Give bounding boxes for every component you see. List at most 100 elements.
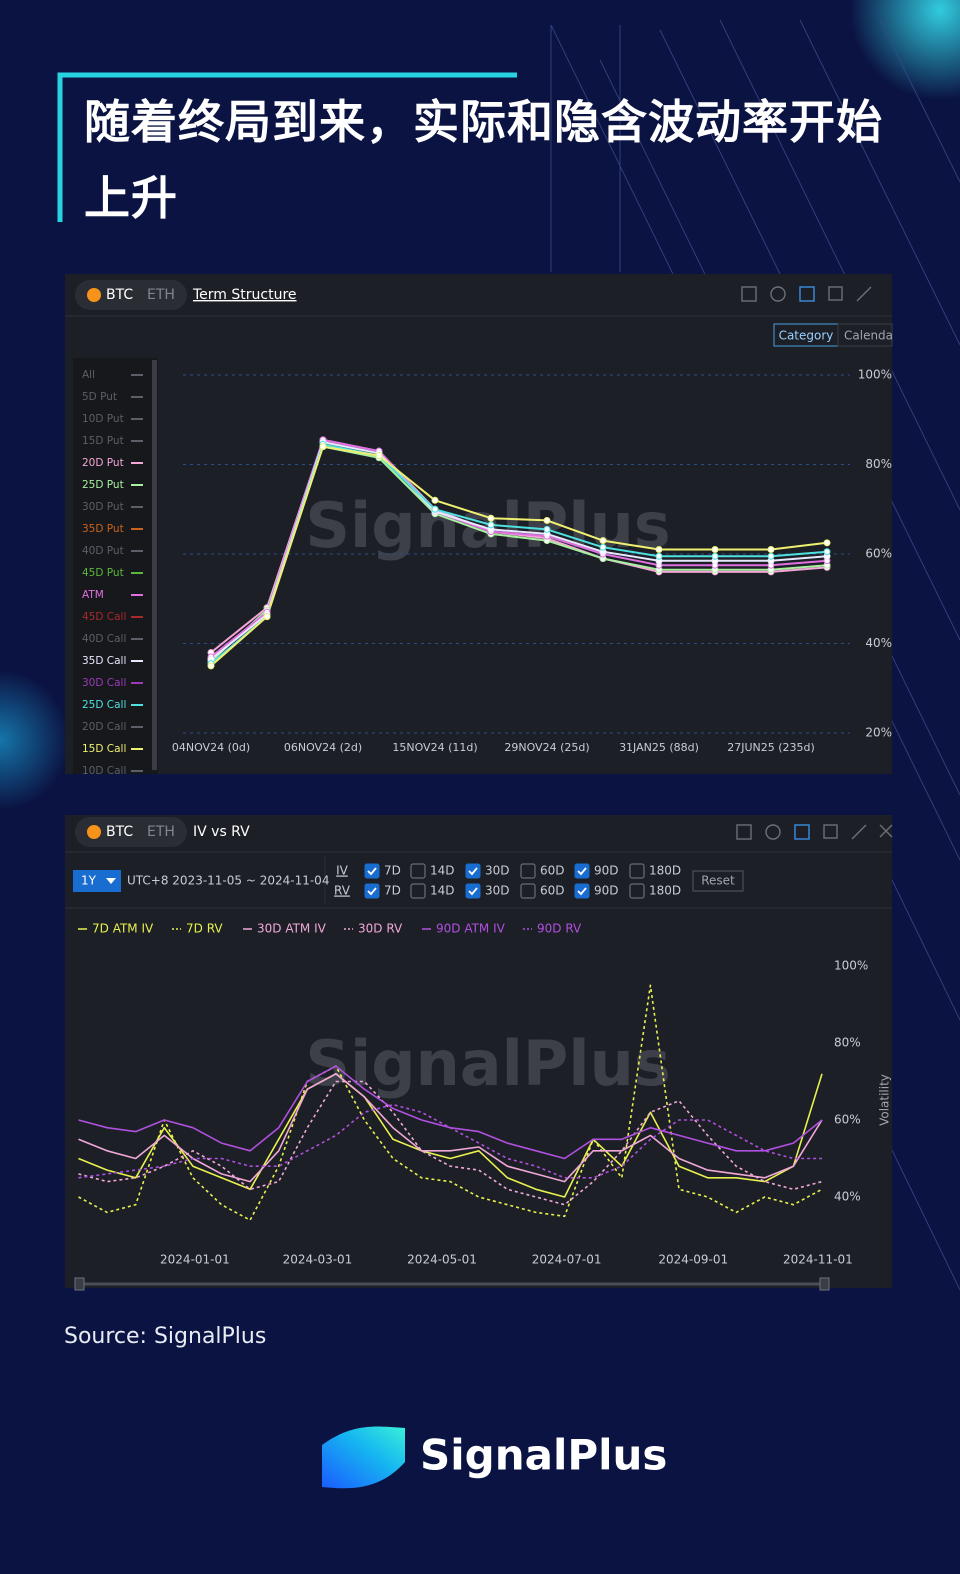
x-tick-label: 29NOV24 (25d) [504, 741, 589, 754]
option-label[interactable]: 60D [540, 884, 565, 898]
filter-label[interactable]: 35D Call [82, 655, 126, 667]
tab[interactable]: BTC [106, 287, 133, 303]
filter-label[interactable]: All [82, 369, 95, 381]
y-tick-label: 60% [834, 1113, 861, 1127]
legend-label[interactable]: 7D RV [186, 922, 223, 936]
filter-label[interactable]: 45D Put [82, 567, 124, 579]
option-label[interactable]: 7D [384, 864, 401, 878]
option-label[interactable]: 14D [430, 864, 455, 878]
x-tick-label: 27JUN25 (235d) [727, 741, 815, 754]
series-line [78, 984, 823, 1221]
checkmark [468, 867, 478, 876]
checkbox[interactable] [364, 883, 380, 899]
checkbox[interactable] [520, 883, 536, 899]
view-title[interactable]: Term Structure [192, 287, 297, 303]
mode-label[interactable]: Category [779, 329, 834, 343]
marker [431, 505, 439, 513]
marker [431, 496, 439, 504]
checkmark [367, 867, 377, 876]
checkbox[interactable] [520, 863, 536, 879]
series-line [78, 1073, 823, 1183]
filter-label[interactable]: 30D Call [82, 677, 126, 689]
legend-label[interactable]: 30D RV [358, 922, 403, 936]
y-tick-label: 60% [865, 547, 892, 561]
toolbar-icons [741, 286, 872, 302]
checkbox[interactable] [629, 863, 645, 879]
filter-label[interactable]: 20D Call [82, 721, 126, 733]
scroll-handle[interactable] [819, 1277, 830, 1291]
checkbox[interactable] [410, 883, 426, 899]
filter-list: All 5D Put 10D Put 15D Put 20D Put 25D Put 30D… [82, 369, 143, 777]
option-label[interactable]: 180D [649, 884, 681, 898]
filter-label[interactable]: 25D Call [82, 699, 126, 711]
mode-button[interactable] [837, 323, 893, 347]
option-label[interactable]: 180D [649, 864, 681, 878]
checkbox[interactable] [410, 863, 426, 879]
mode-label[interactable]: Calenda [844, 329, 893, 343]
y-tick-label: 40% [834, 1190, 861, 1204]
series-line [78, 1103, 822, 1179]
option-label[interactable]: 30D [485, 884, 510, 898]
filter-label[interactable]: 35D Put [82, 523, 124, 535]
legend-label[interactable]: 7D ATM IV [92, 922, 154, 936]
accent-bar [57, 72, 517, 222]
filter-label[interactable]: ATM [82, 589, 104, 601]
checkbox[interactable] [465, 863, 481, 879]
view-title[interactable]: IV vs RV [193, 824, 250, 840]
filter-label[interactable]: 40D Call [82, 633, 126, 645]
marker [655, 552, 663, 560]
filter-label[interactable]: 40D Put [82, 545, 124, 557]
filter-label[interactable]: 45D Call [82, 611, 126, 623]
reset-label[interactable]: Reset [701, 874, 735, 888]
filter-label[interactable]: 10D Put [82, 413, 124, 425]
filter-label[interactable]: 30D Put [82, 501, 124, 513]
y-tick-label: 20% [865, 726, 892, 740]
charts: 20% 40% 60% 80% 100% 04NOV24 (0d) 06NOV24 (2d)… [78, 368, 892, 1267]
range-label[interactable]: 1Y [81, 874, 97, 888]
option-label[interactable]: 30D [485, 864, 510, 878]
filter-label[interactable]: 5D Put [82, 391, 117, 403]
tab[interactable]: BTC [106, 824, 133, 840]
range-select[interactable] [73, 870, 121, 892]
reset-button[interactable] [692, 870, 744, 892]
filter-label[interactable]: 20D Put [82, 457, 124, 469]
filter-label[interactable]: 15D Call [82, 743, 126, 755]
series-line [78, 1073, 823, 1198]
logo-text: SignalPlus [420, 1431, 667, 1480]
glow [850, 0, 960, 100]
marker [599, 537, 607, 545]
marker [599, 543, 607, 551]
filter-label[interactable]: 25D Put [82, 479, 124, 491]
legend-label[interactable]: 30D ATM IV [257, 922, 327, 936]
y-axis-label: Volatility [878, 1074, 892, 1126]
headline: 随着终局到来，实际和隐含波动率开始上升 [84, 95, 883, 225]
date-range: UTC+8 2023-11-05 ~ 2024-11-04 [127, 874, 329, 888]
legend-label[interactable]: 90D ATM IV [436, 922, 506, 936]
filter-label[interactable]: 15D Put [82, 435, 124, 447]
x-tick-label: 2024-09-01 [658, 1253, 728, 1267]
legend-label[interactable]: 90D RV [537, 922, 582, 936]
scroll-handle[interactable] [74, 1277, 85, 1291]
x-tick-label: 2024-01-01 [160, 1253, 230, 1267]
marker [767, 546, 775, 554]
tab[interactable]: ETH [147, 287, 175, 303]
option-label[interactable]: 14D [430, 884, 455, 898]
x-tick-label: 15NOV24 (11d) [392, 741, 477, 754]
option-label[interactable]: 90D [594, 864, 619, 878]
toolbar-icons [736, 824, 893, 840]
option-label[interactable]: 7D [384, 884, 401, 898]
checkbox[interactable] [629, 883, 645, 899]
marker [711, 546, 719, 554]
checkmark [577, 867, 587, 876]
series-line [78, 1080, 823, 1206]
checkbox[interactable] [364, 863, 380, 879]
checkbox[interactable] [574, 863, 590, 879]
tab[interactable]: ETH [147, 824, 175, 840]
checkbox[interactable] [465, 883, 481, 899]
marker [543, 516, 551, 524]
option-label[interactable]: 60D [540, 864, 565, 878]
option-label[interactable]: 90D [594, 884, 619, 898]
checkbox[interactable] [574, 883, 590, 899]
filter-label[interactable]: 10D Call [82, 765, 126, 777]
